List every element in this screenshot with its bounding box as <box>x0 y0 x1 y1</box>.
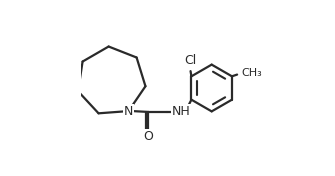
Text: O: O <box>143 130 153 143</box>
Text: Cl: Cl <box>185 54 197 67</box>
Text: CH₃: CH₃ <box>242 68 262 78</box>
Text: NH: NH <box>172 105 191 118</box>
Text: N: N <box>124 105 133 118</box>
